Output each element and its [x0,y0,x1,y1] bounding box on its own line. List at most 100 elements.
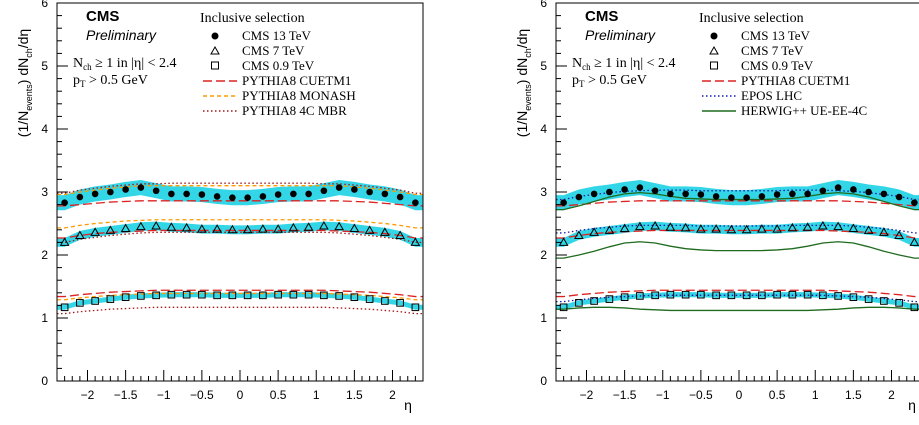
legend-entry-cms7: CMS 7 TeV [741,43,804,58]
data-point-triangle [303,222,314,231]
data-point-triangle [650,221,660,230]
data-point-triangle [574,230,584,239]
data-point-triangle [711,224,721,233]
legend-marker-open-triangle [709,45,719,55]
x-tick-label: 1.5 [346,388,363,402]
data-point-triangle [273,224,283,233]
data-point-square [106,295,115,303]
data-point-square [819,291,827,300]
data-point-triangle [166,222,177,231]
mc-curve [57,289,423,298]
right-selection-pt: pT > 0.5 GeV [572,73,647,89]
data-point-triangle [120,223,131,233]
x-tick-label: 0.5 [270,388,287,402]
right-legend: Inclusive selection CMS 13 TeV CMS 7 TeV… [699,11,867,118]
y-tick-label: 2 [41,248,48,262]
data-point-square [320,291,328,300]
data-point-triangle [726,224,737,234]
y-tick-label: 4 [540,122,547,136]
legend-entry-cms09: CMS 0.9 TeV [741,58,814,73]
data-point-square [304,290,313,299]
data-point-circle [575,193,583,201]
data-point-square [91,297,99,305]
data-point-square [910,303,919,312]
left-cms-label: CMS [86,8,119,25]
data-point-square [396,299,404,307]
data-point-square [365,295,374,303]
left-preliminary-label: Preliminary [86,27,157,43]
mc-curve [57,229,423,239]
left-y-ticks: 0 1 2 3 4 5 6 [41,0,68,388]
data-point-triangle [619,223,630,233]
systematic-band [57,221,423,247]
data-point-triangle [364,225,375,234]
x-tick-label: −1 [656,388,670,402]
data-point-circle [137,184,145,191]
data-point-circle [290,190,297,198]
right-x-axis-label: η [908,397,916,413]
data-point-triangle [105,225,116,234]
data-point-triangle [197,224,207,233]
data-point-square [259,291,267,300]
data-point-circle [351,186,358,193]
data-point-square [758,291,766,300]
data-point-triangle [848,223,859,233]
legend-marker-filled-circle [710,32,718,40]
data-point-circle [621,186,628,193]
data-point-square [895,299,903,307]
data-point-square [121,293,130,302]
left-y-axis-label: (1/Nevents) dNch/dη [15,29,34,137]
data-point-circle [259,193,267,200]
data-point-square [350,293,359,302]
data-point-circle [880,190,888,198]
data-point-triangle [242,224,253,234]
data-point-circle [396,193,404,201]
data-point-triangle [589,227,599,236]
y-tick-label: 3 [540,185,547,199]
data-point-triangle [380,227,390,236]
data-point-triangle [894,230,904,239]
data-point-square [803,290,812,299]
data-point-square [590,297,598,305]
right-bands [556,180,919,310]
y-tick-label: 1 [41,311,48,325]
data-point-circle [274,191,282,198]
mc-curve [556,200,919,207]
data-point-circle [560,199,567,207]
systematic-band [556,180,919,211]
y-tick-label: 0 [540,374,547,388]
mc-curve [556,306,919,312]
data-point-triangle [319,221,329,230]
right-mc-curves [556,189,919,312]
x-tick-label: −1.5 [114,388,138,402]
data-point-triangle [757,224,767,233]
systematic-band [556,292,919,310]
data-point-circle [697,191,705,198]
data-point-triangle [90,227,100,236]
data-point-triangle [833,221,843,231]
data-point-circle [712,193,720,200]
data-point-square [76,299,84,307]
data-point-square [834,292,842,300]
data-point-circle [122,186,129,193]
data-point-triangle [181,222,192,232]
left-selection-pt: pT > 0.5 GeV [73,73,148,89]
data-point-square [880,297,888,305]
legend-entry-cuetm1: PYTHIA8 CUETM1 [741,73,850,88]
data-point-circle [606,188,613,196]
mc-curve [556,294,919,303]
data-point-circle [198,191,206,198]
data-point-square [788,290,797,299]
x-tick-label: 1 [313,388,320,402]
data-point-square [152,291,160,300]
legend-entry-cms13: CMS 13 TeV [242,28,312,43]
data-point-circle [682,190,689,198]
mc-curve [57,182,423,194]
data-point-circle [804,190,811,198]
x-tick-label: −1.5 [613,388,637,402]
left-legend: Inclusive selection CMS 13 TeV CMS 7 TeV… [200,11,356,118]
data-point-circle [91,190,99,198]
legend-marker-open-square [211,61,219,70]
data-point-circle [636,184,644,191]
mc-curve [556,229,919,239]
